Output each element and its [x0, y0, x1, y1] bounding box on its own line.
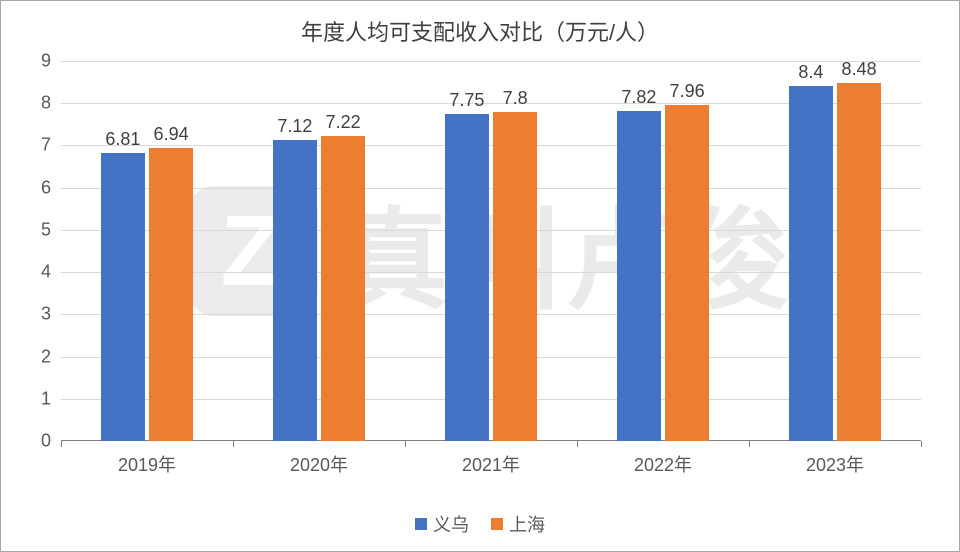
bar-上海 — [321, 136, 366, 441]
bar-义乌 — [617, 111, 662, 441]
bar-义乌 — [101, 153, 146, 441]
bar-上海 — [149, 148, 194, 441]
bar-义乌 — [789, 86, 834, 441]
bar-value-label: 6.81 — [105, 129, 140, 150]
legend-label-yiwu: 义乌 — [433, 511, 469, 537]
bar-上海 — [837, 83, 882, 441]
x-tick-label: 2022年 — [634, 451, 692, 477]
bar-义乌 — [273, 140, 318, 441]
y-tick-label: 7 — [41, 135, 51, 156]
y-tick-label: 6 — [41, 177, 51, 198]
x-tick-mark — [233, 441, 234, 447]
bar-value-label: 7.12 — [277, 116, 312, 137]
chart-container: 年度人均可支配收入对比（万元/人） Z 真叫卢俊 01234567892019年… — [0, 0, 960, 552]
plot-area: Z 真叫卢俊 01234567892019年2020年2021年2022年202… — [61, 61, 921, 441]
y-tick-label: 4 — [41, 262, 51, 283]
legend-item-shanghai: 上海 — [491, 511, 545, 537]
y-tick-label: 1 — [41, 388, 51, 409]
watermark-text: 真叫卢俊 — [338, 171, 794, 331]
legend-label-shanghai: 上海 — [509, 511, 545, 537]
x-tick-mark — [749, 441, 750, 447]
x-tick-mark — [405, 441, 406, 447]
legend-item-yiwu: 义乌 — [415, 511, 469, 537]
bar-义乌 — [445, 114, 490, 441]
y-tick-label: 2 — [41, 346, 51, 367]
bar-上海 — [665, 105, 710, 441]
y-tick-label: 9 — [41, 51, 51, 72]
x-tick-label: 2021年 — [462, 451, 520, 477]
x-tick-label: 2023年 — [806, 451, 864, 477]
x-tick-label: 2020年 — [290, 451, 348, 477]
bar-value-label: 7.75 — [449, 90, 484, 111]
bar-value-label: 6.94 — [154, 124, 189, 145]
bar-value-label: 7.8 — [503, 88, 528, 109]
bar-value-label: 7.96 — [670, 81, 705, 102]
y-tick-label: 5 — [41, 219, 51, 240]
x-tick-mark — [577, 441, 578, 447]
bar-value-label: 7.22 — [326, 112, 361, 133]
bar-value-label: 7.82 — [621, 87, 656, 108]
x-tick-label: 2019年 — [118, 451, 176, 477]
legend-swatch-yiwu — [415, 518, 427, 530]
y-tick-label: 8 — [41, 93, 51, 114]
bar-value-label: 8.48 — [842, 59, 877, 80]
legend: 义乌 上海 — [1, 511, 959, 537]
bar-上海 — [493, 112, 538, 441]
chart-title: 年度人均可支配收入对比（万元/人） — [1, 15, 959, 47]
y-tick-label: 3 — [41, 304, 51, 325]
gridline — [61, 61, 921, 62]
x-tick-mark — [921, 441, 922, 447]
x-tick-mark — [61, 441, 62, 447]
y-tick-label: 0 — [41, 431, 51, 452]
bar-value-label: 8.4 — [798, 62, 823, 83]
legend-swatch-shanghai — [491, 518, 503, 530]
